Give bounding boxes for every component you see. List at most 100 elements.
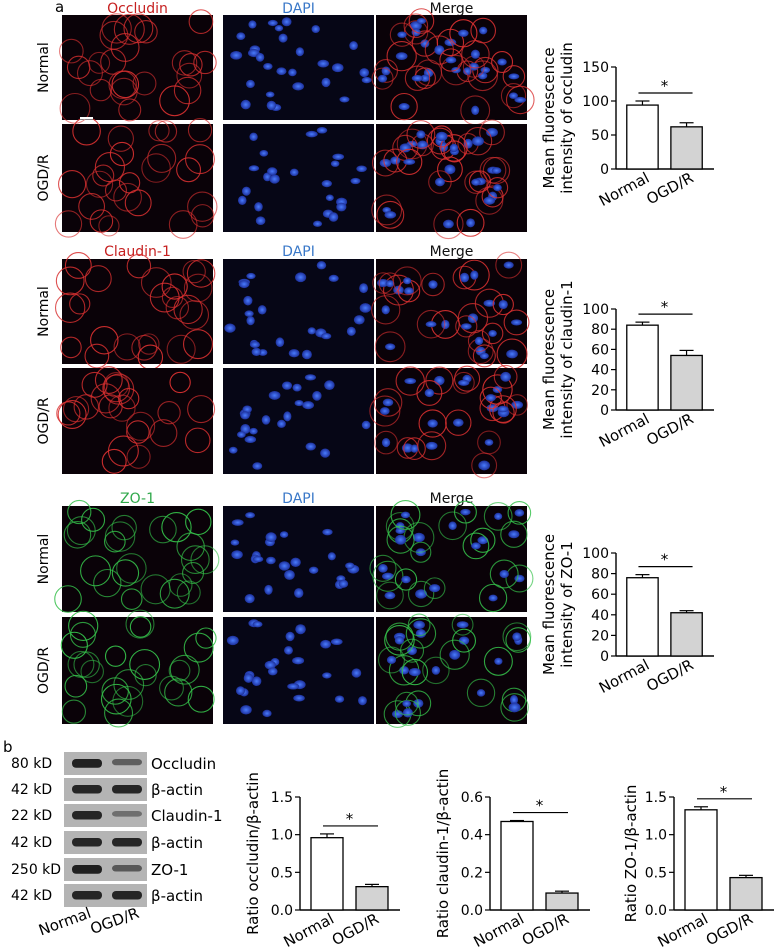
micrograph-image xyxy=(369,499,534,613)
column-header-merge: Merge xyxy=(430,244,474,260)
y-tick-label: 20 xyxy=(591,383,609,399)
band-ogdr xyxy=(112,811,142,817)
protein-label: β-actin xyxy=(151,781,203,799)
row-label-normal: Normal xyxy=(36,534,52,585)
lane-label-normal: Normal xyxy=(36,904,93,939)
y-tick-label: 0.0 xyxy=(645,903,667,919)
row-label-ogdr: OGD/R xyxy=(36,647,52,694)
column-header-claudin-1: Claudin-1 xyxy=(104,244,171,260)
row-label-ogdr: OGD/R xyxy=(36,154,52,201)
y-tick-label: 80 xyxy=(591,322,609,338)
blot-row: 80 kD Occludin xyxy=(11,752,216,775)
y-tick-label: 0 xyxy=(600,162,609,178)
band-ogdr xyxy=(112,865,142,872)
band-ogdr xyxy=(112,759,142,766)
x-tick-label: OGD/R xyxy=(643,169,696,209)
micrograph-image xyxy=(371,119,527,240)
band-ogdr xyxy=(112,891,142,900)
x-tick-label: OGD/R xyxy=(519,910,572,950)
x-tick-label: OGD/R xyxy=(643,656,696,696)
y-tick-label: 60 xyxy=(591,342,609,358)
micrograph-image xyxy=(223,368,374,474)
band-ogdr xyxy=(112,785,142,794)
significance-star: * xyxy=(346,810,354,828)
y-tick-label: 0.4 xyxy=(461,828,483,844)
bar-ogdr xyxy=(670,126,703,170)
y-tick-label: 80 xyxy=(591,567,609,583)
bar-normal xyxy=(684,809,718,911)
micrograph-image xyxy=(54,499,220,613)
micrograph-grid: Occludin DAPI Merge Normal OGD/R Claudin-1 DAP… xyxy=(36,1,535,728)
bar-ogdr xyxy=(545,892,579,911)
bar-normal xyxy=(310,837,344,911)
blot-strip xyxy=(64,752,147,775)
y-tick-label: 0.2 xyxy=(461,865,483,881)
x-tick-label: OGD/R xyxy=(643,410,696,450)
y-tick-label: 20 xyxy=(591,628,609,644)
band-ogdr xyxy=(112,838,142,847)
significance-star: * xyxy=(661,298,669,316)
kd-label: 250 kD xyxy=(11,862,61,878)
micrograph-image xyxy=(369,364,528,479)
y-tick-label: 40 xyxy=(591,363,609,379)
western-blot: 80 kD Occludin 42 kD β-actin 22 kD Claudin-1 4… xyxy=(11,752,223,939)
band-normal xyxy=(72,759,102,768)
blot-row: 42 kD β-actin xyxy=(11,831,203,854)
column-header-occludin: Occludin xyxy=(107,1,168,17)
y-tick-label: 0 xyxy=(600,649,609,665)
blot-row: 22 kD Claudin-1 xyxy=(11,804,223,827)
micrograph-image xyxy=(376,613,532,728)
lane-label-ogdr: OGD/R xyxy=(88,904,142,938)
row-label-normal: Normal xyxy=(36,42,52,93)
y-axis-label: Mean fluorescenceintensity of occludin xyxy=(540,42,576,194)
y-axis-label: Ratio claudin-1/β-actin xyxy=(434,769,452,939)
blot-row: 42 kD β-actin xyxy=(11,884,203,907)
kd-label: 42 kD xyxy=(11,782,52,798)
significance-star: * xyxy=(720,783,728,801)
protein-label: β-actin xyxy=(151,834,203,852)
y-tick-label: 50 xyxy=(591,128,609,144)
y-tick-label: 0.0 xyxy=(461,903,483,919)
band-normal xyxy=(72,811,102,820)
y-tick-label: 100 xyxy=(582,302,609,318)
y-axis-label: Ratio occludin/β-actin xyxy=(244,772,262,935)
kd-label: 42 kD xyxy=(11,835,52,851)
y-tick-label: 0.5 xyxy=(645,865,667,881)
y-tick-label: 1.0 xyxy=(271,828,293,844)
row-label-ogdr: OGD/R xyxy=(36,397,52,444)
blot-strip xyxy=(64,804,147,827)
significance-star: * xyxy=(661,551,669,569)
y-tick-label: 0.6 xyxy=(461,790,483,806)
band-normal xyxy=(72,891,102,900)
y-tick-label: 100 xyxy=(582,546,609,562)
protein-label: Claudin-1 xyxy=(151,807,223,825)
micrograph-image xyxy=(60,609,217,728)
blot-strip xyxy=(64,831,147,854)
kd-label: 22 kD xyxy=(11,808,52,824)
scale-bar xyxy=(80,117,93,120)
y-axis-label: Mean fluorescenceintensity of ZO-1 xyxy=(540,534,576,675)
micrograph-image xyxy=(56,366,216,474)
bar-normal xyxy=(626,104,659,170)
y-tick-label: 1.0 xyxy=(645,828,667,844)
bar-normal xyxy=(500,820,534,911)
bar-normal xyxy=(626,324,659,411)
x-tick-label: OGD/R xyxy=(703,910,756,950)
column-header-dapi: DAPI xyxy=(282,1,315,17)
panel-label-b: b xyxy=(3,738,13,756)
band-normal xyxy=(72,865,102,874)
micrograph-image xyxy=(54,252,216,370)
micrograph-image xyxy=(54,116,218,239)
kd-label: 42 kD xyxy=(11,888,52,904)
column-header-merge: Merge xyxy=(430,491,474,507)
column-header-zo-1: ZO-1 xyxy=(120,491,155,507)
micrograph-image xyxy=(223,15,374,120)
